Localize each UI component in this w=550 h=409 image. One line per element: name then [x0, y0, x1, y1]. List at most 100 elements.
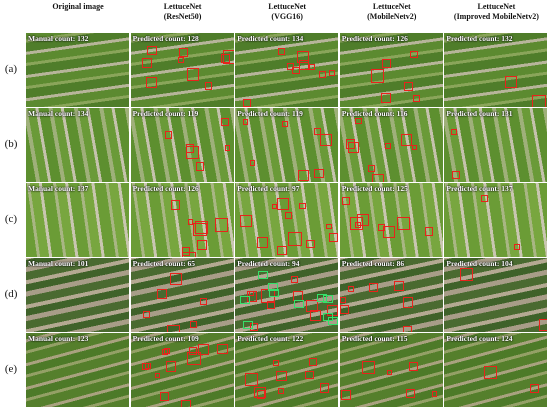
detection-box — [248, 290, 255, 297]
detection-box — [396, 216, 410, 230]
detection-box — [310, 310, 321, 322]
detection-box — [314, 128, 322, 136]
result-image: Predicted count: 109 — [130, 333, 234, 407]
count-label: Manual count: 132 — [28, 34, 89, 43]
detection-box — [383, 226, 395, 238]
detection-box — [169, 273, 182, 286]
header-line: LettuceNet — [268, 2, 307, 11]
detection-box — [221, 118, 229, 126]
detection-box — [277, 197, 290, 210]
detection-box — [297, 170, 310, 182]
header-line: (MobileNetv2) — [367, 12, 417, 21]
detection-box — [319, 383, 330, 393]
detection-box — [326, 223, 332, 230]
count-label: Predicted count: 122 — [237, 334, 304, 343]
result-image: Predicted count: 137 — [444, 183, 548, 257]
detection-box — [369, 282, 379, 292]
result-image: Predicted count: 94 — [235, 258, 339, 332]
count-label: Predicted count: 119 — [132, 109, 199, 118]
detection-box — [305, 370, 314, 380]
detection-box — [341, 390, 352, 401]
detection-box — [200, 297, 208, 305]
detection-box — [276, 370, 287, 382]
detection-box — [272, 360, 279, 366]
detection-box — [204, 82, 213, 90]
detection-box — [381, 93, 391, 103]
result-image: Predicted count: 125 — [339, 183, 443, 257]
result-image: Predicted count: 124 — [444, 333, 548, 407]
detection-box — [217, 344, 228, 355]
detection-box — [242, 119, 249, 125]
count-label: Predicted count: 131 — [446, 109, 513, 118]
detection-box — [293, 300, 304, 309]
row-label: (d) — [4, 288, 18, 300]
header-line: (VGG16) — [271, 12, 303, 21]
detection-box — [308, 64, 315, 71]
detection-box — [178, 47, 188, 57]
result-image: Predicted count: 119 — [130, 108, 234, 182]
detection-box — [460, 268, 474, 282]
detection-box — [221, 54, 231, 64]
detection-box — [143, 311, 151, 319]
column-header: LettuceNet (VGG16) — [235, 2, 339, 22]
detection-box — [287, 232, 302, 246]
count-label: Manual count: 123 — [28, 334, 89, 343]
detection-box — [193, 222, 207, 236]
result-image: Predicted count: 116 — [339, 108, 443, 182]
detection-box — [144, 362, 151, 370]
detection-box — [306, 239, 315, 249]
result-image: Predicted count: 119 — [235, 108, 339, 182]
detection-box — [317, 294, 328, 303]
detection-box — [355, 118, 362, 125]
detection-box — [170, 200, 181, 210]
detection-box — [323, 294, 334, 303]
detection-box — [285, 211, 293, 219]
result-image: Predicted count: 115 — [339, 333, 443, 407]
detection-box — [408, 362, 418, 372]
count-label: Predicted count: 104 — [446, 259, 513, 268]
result-image: Manual count: 137 — [26, 183, 129, 257]
count-label: Predicted count: 65 — [132, 259, 195, 268]
detection-box — [320, 133, 333, 146]
detection-box — [355, 222, 362, 228]
count-label: Predicted count: 109 — [132, 334, 199, 343]
detection-box — [258, 271, 269, 280]
result-image: Manual count: 134 — [26, 108, 129, 182]
detection-box — [385, 142, 392, 149]
detection-box — [197, 240, 207, 250]
detection-box — [412, 94, 421, 102]
count-label: Predicted count: 116 — [341, 109, 408, 118]
count-label: Predicted count: 132 — [446, 34, 513, 43]
detection-box — [349, 217, 363, 231]
count-label: Predicted count: 125 — [341, 184, 408, 193]
detection-box — [451, 170, 460, 180]
detection-box — [377, 223, 386, 231]
detection-box — [348, 142, 359, 153]
detection-box — [165, 360, 177, 372]
count-label: Predicted count: 126 — [132, 184, 199, 193]
detection-box — [367, 165, 375, 173]
detection-box — [431, 390, 438, 397]
detection-box — [186, 146, 200, 159]
detection-box — [403, 325, 413, 332]
detection-box — [450, 129, 457, 135]
header-line: Original image — [52, 2, 104, 11]
detection-box — [240, 295, 251, 304]
column-header: Original image — [26, 2, 130, 12]
detection-box — [214, 217, 229, 232]
detection-box — [157, 288, 167, 299]
detection-box — [161, 349, 168, 356]
detection-box — [371, 173, 384, 182]
detection-box — [400, 134, 412, 146]
detection-box — [329, 232, 339, 242]
count-label: Predicted count: 119 — [237, 109, 303, 118]
detection-box — [411, 145, 417, 151]
detection-box — [410, 50, 418, 59]
count-label: Predicted count: 97 — [237, 184, 300, 193]
detection-box — [145, 76, 157, 88]
detection-box — [424, 227, 434, 236]
detection-box — [299, 203, 306, 210]
result-image: Predicted count: 122 — [235, 333, 339, 407]
detection-box — [166, 324, 181, 332]
row-label: (c) — [4, 213, 18, 225]
